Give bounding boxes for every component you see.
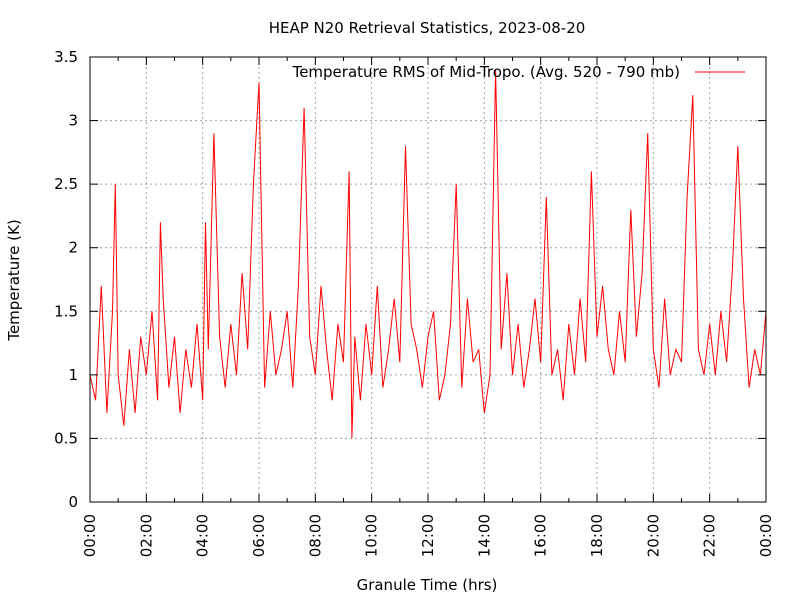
x-tick-label: 10:00	[363, 514, 381, 557]
x-tick-label: 06:00	[250, 514, 268, 557]
x-tick-label: 18:00	[588, 514, 606, 557]
x-tick-label: 22:00	[701, 514, 719, 557]
y-tick-label: 2.5	[54, 175, 78, 193]
y-tick-label: 0	[68, 493, 78, 511]
y-tick-label: 0.5	[54, 429, 78, 447]
y-tick-label: 3	[68, 112, 78, 130]
x-tick-label: 02:00	[137, 514, 155, 557]
legend-label: Temperature RMS of Mid-Tropo. (Avg. 520 …	[292, 63, 680, 81]
y-tick-label: 1	[68, 366, 78, 384]
x-tick-label: 20:00	[644, 514, 662, 557]
y-tick-label: 1.5	[54, 302, 78, 320]
x-tick-label: 04:00	[194, 514, 212, 557]
x-tick-label: 00:00	[757, 514, 775, 557]
y-tick-label: 3.5	[54, 48, 78, 66]
series-line	[89, 69, 767, 439]
x-tick-label: 12:00	[419, 514, 437, 557]
x-tick-label: 16:00	[532, 514, 550, 557]
x-axis-label: Granule Time (hrs)	[357, 576, 498, 594]
y-axis-label: Temperature (K)	[5, 219, 23, 341]
legend: Temperature RMS of Mid-Tropo. (Avg. 520 …	[292, 63, 745, 81]
x-axis: 00:00 02:00 04:00 06:00 08:00 10:00 12:00 14:00…	[81, 57, 775, 557]
x-tick-label: 00:00	[81, 514, 99, 557]
chart-title: HEAP N20 Retrieval Statistics, 2023-08-2…	[269, 19, 586, 37]
grid	[90, 57, 766, 502]
y-axis: 0 0.5 1 1.5 2 2.5 3 3.5	[54, 48, 766, 511]
plot-area	[89, 69, 767, 439]
y-tick-label: 2	[68, 239, 78, 257]
x-tick-label: 08:00	[306, 514, 324, 557]
x-tick-label: 14:00	[475, 514, 493, 557]
